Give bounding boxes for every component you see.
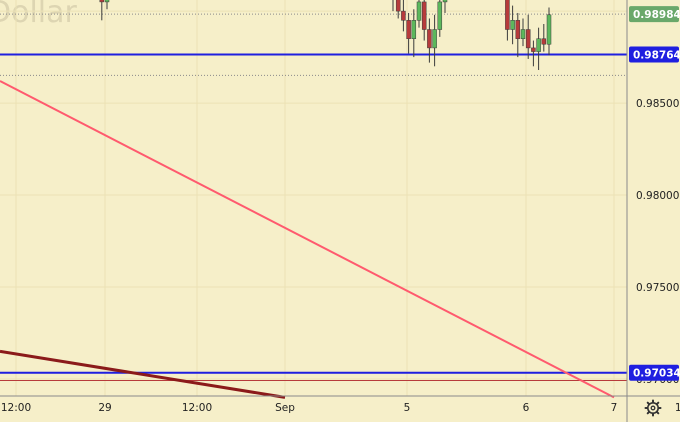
candle-body <box>536 38 541 52</box>
price-tag-label: 0.98764 <box>633 50 680 62</box>
settings-gear-icon[interactable] <box>644 399 662 417</box>
candle-body <box>401 10 406 21</box>
candle-body <box>437 1 443 30</box>
candle-body <box>395 0 401 12</box>
candle-body <box>99 0 105 3</box>
candle-body <box>515 20 521 39</box>
price-tag <box>629 6 679 23</box>
candles <box>99 0 552 70</box>
y-tick-label: 0.98000 <box>636 190 679 202</box>
price-tag <box>629 364 679 381</box>
x-tick-label: 12:00 <box>675 402 680 414</box>
grid-layer <box>0 0 627 396</box>
x-tick-label: Sep <box>275 402 295 414</box>
x-tick-label: 6 <box>523 402 530 414</box>
candle-body <box>546 14 552 45</box>
candle-body <box>104 0 110 3</box>
candle-body <box>432 29 437 49</box>
candle-body <box>427 29 432 49</box>
trendlines <box>0 80 615 399</box>
candle-body <box>421 1 427 30</box>
trendline <box>0 80 615 399</box>
price-tag <box>629 46 679 63</box>
price-tag-label: 0.98984 <box>633 9 680 21</box>
x-tick-label: 29 <box>98 402 111 414</box>
candle-body <box>505 0 510 30</box>
candle-body <box>510 20 515 30</box>
y-tick-label: 0.98500 <box>636 98 679 110</box>
time-axis: 12:00 29 12:00 Sep 5 6 7 12:00 <box>1 402 680 414</box>
candle-body <box>442 0 448 3</box>
trendline <box>0 349 286 399</box>
x-tick-label: 12:00 <box>1 402 31 414</box>
candle-body <box>406 20 411 39</box>
price-tag-label: 0.97034 <box>633 368 680 380</box>
horizontal-levels <box>0 13 627 381</box>
watermark-text: Dollar <box>0 0 78 30</box>
x-tick-label: 7 <box>611 402 618 414</box>
candle-body <box>416 1 422 21</box>
x-tick-label: 12:00 <box>182 402 212 414</box>
candle-body <box>411 20 417 39</box>
x-tick-label: 5 <box>404 402 411 414</box>
y-tick-label: 0.97500 <box>636 282 679 294</box>
candle-body <box>525 29 531 49</box>
candle-body <box>531 47 536 52</box>
candle-body <box>520 29 526 39</box>
candle-body <box>541 38 547 45</box>
